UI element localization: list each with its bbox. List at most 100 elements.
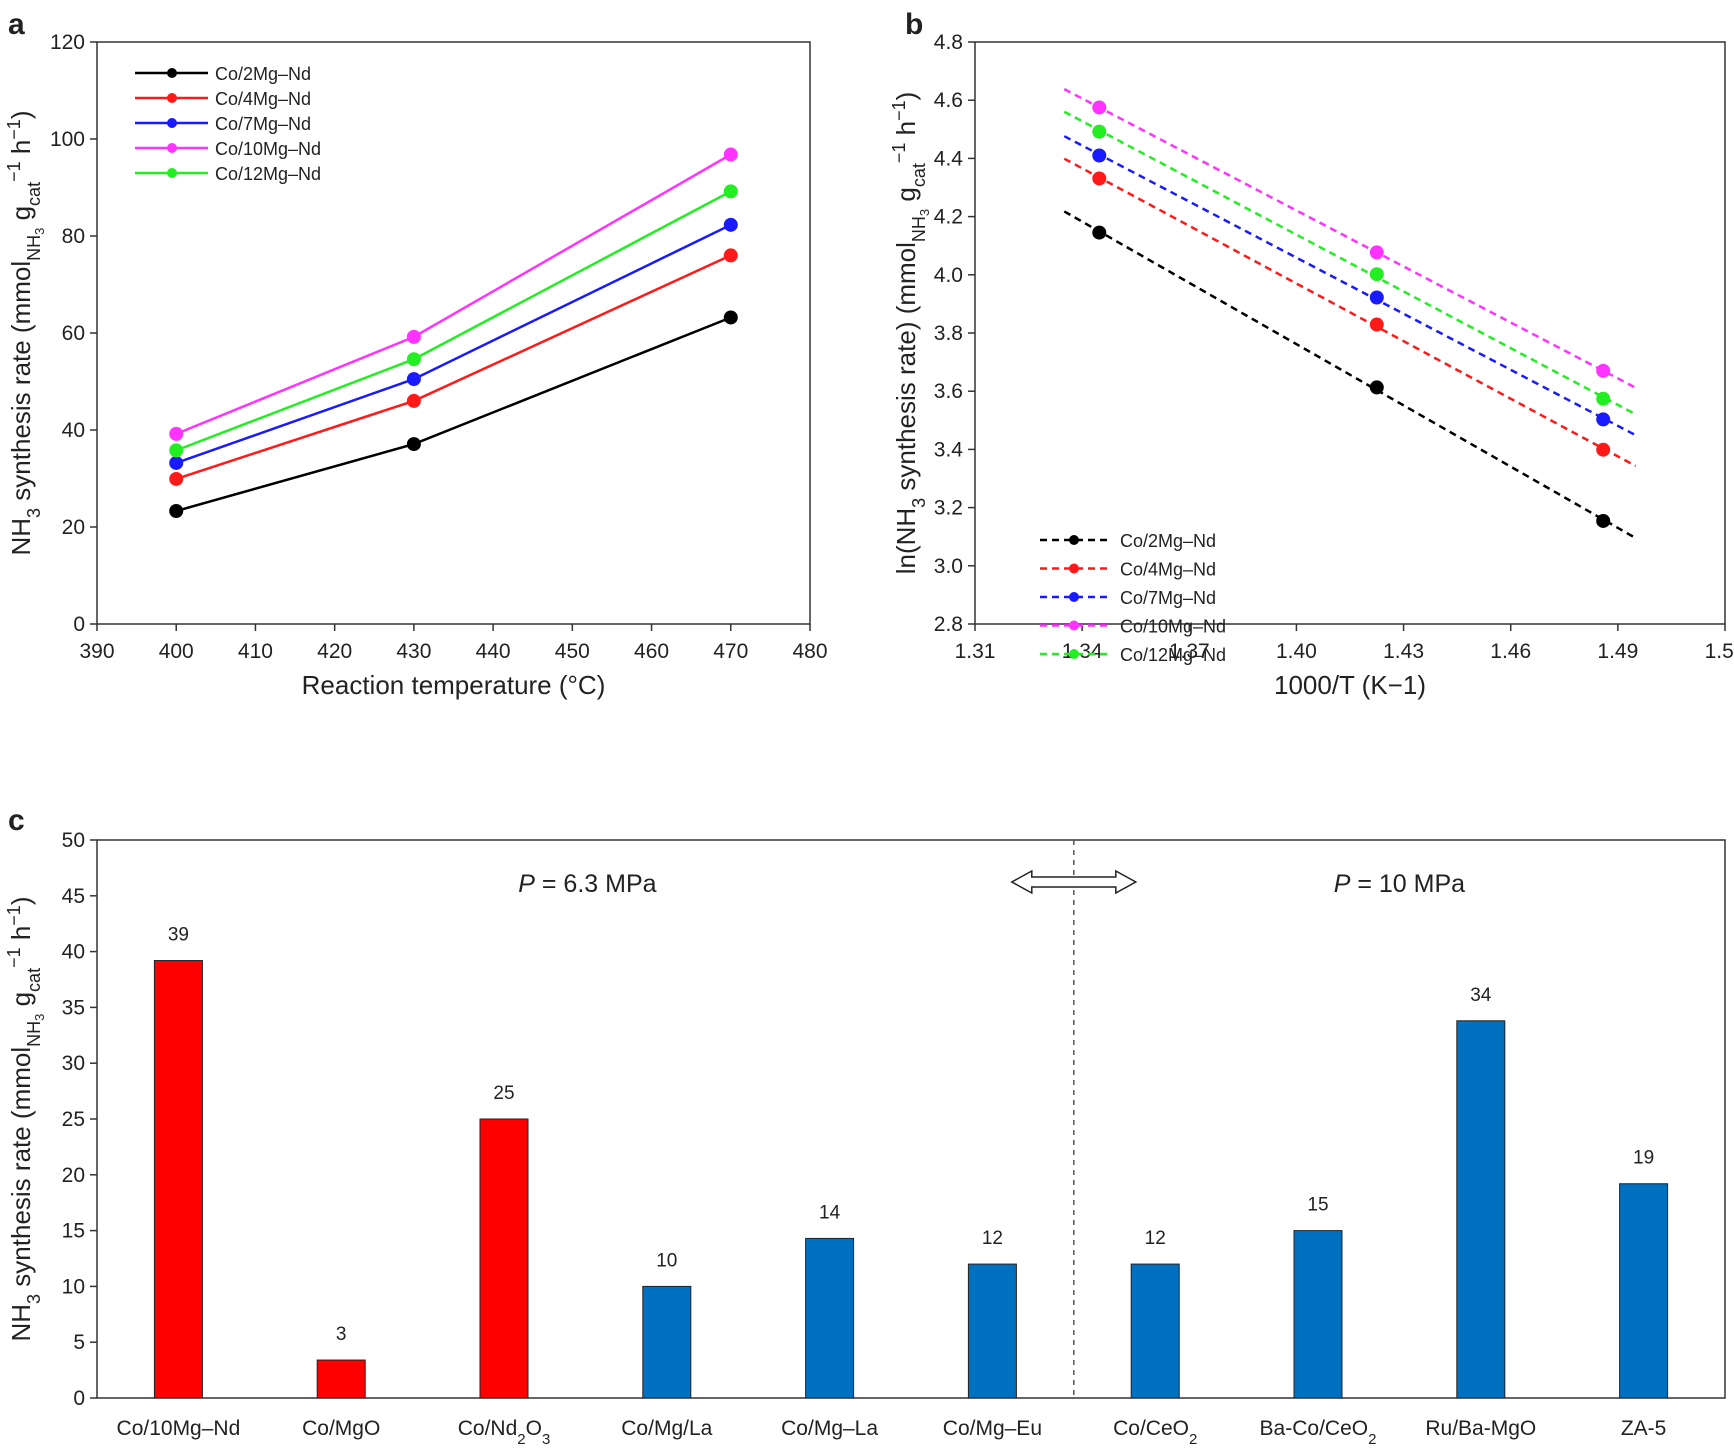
data-point-a: [169, 443, 184, 458]
category-label: Co/CeO2: [1113, 1417, 1197, 1448]
bar: [642, 1285, 692, 1399]
data-point-a: [723, 147, 738, 162]
data-point-b: [1092, 124, 1107, 139]
y-tick-label-a: 100: [50, 128, 85, 151]
y-tick-label-b: 4.2: [934, 206, 963, 229]
x-tick-label-b: 1.34: [1062, 640, 1103, 663]
y-tick-label-a: 20: [62, 516, 85, 539]
category-label: Ru/Ba-MgO: [1425, 1417, 1536, 1440]
x-tick-label-b: 1.46: [1490, 640, 1531, 663]
y-tick-label-b: 3.8: [934, 322, 963, 345]
legend-marker-a: [167, 68, 177, 78]
panel-a: a 0 20 40 60 80 100 120 390 400 410 420 430 440 450 460…: [4, 8, 828, 700]
data-point-b: [1596, 513, 1611, 528]
x-tick-label-b: 1.40: [1276, 640, 1317, 663]
y-tick-label-b: 3.6: [934, 380, 963, 403]
x-tick-label-a: 400: [159, 640, 194, 663]
legend-marker-b: [1069, 563, 1079, 574]
fit-line-b: [1063, 110, 1637, 416]
data-point-b: [1092, 148, 1107, 163]
x-tick-label-b: 1.31: [955, 640, 996, 663]
y-tick-label-c: 15: [62, 1220, 85, 1243]
data-point-b: [1092, 225, 1107, 240]
category-label: Ba-Co/CeO2: [1260, 1417, 1377, 1448]
double-arrow-icon: [1010, 869, 1138, 895]
y-tick-label-c: 30: [62, 1052, 85, 1075]
data-point-a: [406, 393, 421, 408]
y-tick-label-a: 0: [73, 613, 85, 636]
bar-value-label: 3: [336, 1324, 347, 1345]
legend-entry-a: Co/10Mg–Nd: [215, 139, 321, 159]
bar-value-label: 12: [1145, 1228, 1166, 1249]
data-point-b: [1092, 100, 1107, 115]
data-point-a: [169, 503, 184, 518]
y-tick-label-b: 4.6: [934, 89, 963, 112]
y-tick-label-b: 3.0: [934, 555, 963, 578]
legend-marker-a: [167, 168, 177, 178]
x-tick-label-b: 1.52: [1705, 640, 1734, 663]
bar: [479, 1118, 529, 1399]
bar-value-label: 15: [1307, 1195, 1328, 1216]
data-point-a: [406, 437, 421, 452]
bar: [1293, 1230, 1343, 1399]
legend-entry-a: Co/12Mg–Nd: [215, 164, 321, 184]
y-axis-label-a: NH3 synthesis rate (mmolNH3 gcat−1 h−1): [4, 110, 47, 555]
bar: [967, 1263, 1017, 1399]
y-tick-label-c: 45: [62, 885, 85, 908]
data-point-b: [1596, 363, 1611, 378]
y-tick-label-b: 4.0: [934, 264, 963, 287]
x-tick-label-b: 1.49: [1597, 640, 1638, 663]
y-tick-label-b: 4.8: [934, 31, 963, 54]
bar: [1456, 1020, 1506, 1399]
data-point-a: [406, 372, 421, 387]
y-axis-label-c: NH3 synthesis rate (mmolNH3 gcat−1 h−1): [4, 896, 47, 1341]
fit-line-b: [1063, 88, 1637, 389]
y-tick-label-c: 10: [62, 1275, 85, 1298]
y-tick-label-b: 3.4: [934, 438, 964, 461]
x-tick-label-b: 1.37: [1169, 640, 1210, 663]
legend-marker-b: [1069, 620, 1079, 631]
data-point-a: [169, 426, 184, 441]
data-point-a: [406, 352, 421, 367]
panel-b: b 2.8 3.0 3.2 3.4 3.6 3.8 4.0 4.2 4.4 4.6 4.8 1.31 1.…: [889, 8, 1734, 700]
category-label: Co/10Mg–Nd: [117, 1417, 241, 1440]
y-tick-label-b: 4.4: [934, 147, 964, 170]
data-point-a: [723, 184, 738, 199]
bar-value-label: 34: [1470, 985, 1492, 1006]
panel-c-letter: c: [8, 804, 25, 837]
category-label: Co/Mg/La: [621, 1417, 712, 1440]
panel-c: c 0 5 10 15 20 25 30 35 40 45 50 NH3 synthesis rate …: [4, 804, 1726, 1448]
data-point-b: [1369, 317, 1384, 332]
x-tick-label-b: 1.43: [1383, 640, 1424, 663]
plot-area-a: [96, 41, 811, 625]
legend-entry-a: Co/7Mg–Nd: [215, 114, 311, 134]
pressure-label: P = 6.3 MPa: [518, 870, 656, 898]
y-tick-label-b: 3.2: [934, 497, 963, 520]
x-tick-label-a: 420: [317, 640, 352, 663]
fit-line-b: [1063, 210, 1637, 540]
y-tick-label-c: 0: [73, 1387, 85, 1410]
bar: [1619, 1183, 1669, 1399]
legend-entry-b: Co/10Mg–Nd: [1120, 617, 1226, 637]
bar-value-label: 19: [1633, 1148, 1654, 1169]
legend-marker-a: [167, 118, 177, 128]
fit-line-b: [1063, 157, 1637, 468]
data-point-a: [723, 248, 738, 263]
panel-a-letter: a: [8, 8, 25, 41]
legend-marker-a: [167, 93, 177, 103]
series-line-a: [175, 190, 732, 452]
category-label: ZA-5: [1621, 1417, 1667, 1440]
series-line-a: [175, 316, 732, 513]
x-axis-label-b: 1000/T (K−1): [1274, 670, 1426, 700]
legend-entry-a: Co/2Mg–Nd: [215, 64, 311, 84]
y-tick-label-c: 40: [62, 941, 85, 964]
bar: [805, 1237, 855, 1399]
data-point-a: [169, 455, 184, 470]
legend-entry-a: Co/4Mg–Nd: [215, 89, 311, 109]
bar: [316, 1359, 366, 1399]
bar-value-label: 10: [656, 1250, 677, 1271]
legend-entry-b: Co/2Mg–Nd: [1120, 531, 1216, 551]
y-tick-label-a: 80: [62, 225, 85, 248]
category-label: Co/Mg–Eu: [943, 1417, 1042, 1440]
